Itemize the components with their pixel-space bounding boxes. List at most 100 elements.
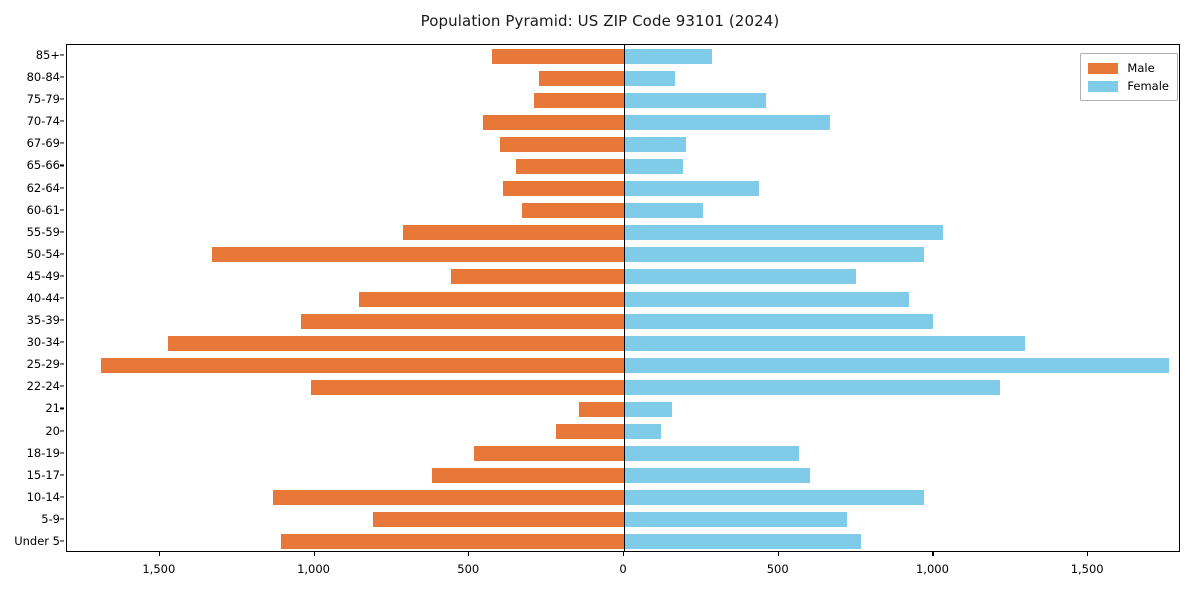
y-axis-tick-label: 65-66 (26, 158, 60, 173)
bar-male (373, 512, 624, 528)
bar-female (624, 534, 861, 550)
bar-female (624, 92, 767, 108)
y-axis-tick-label: 62-64 (26, 180, 60, 195)
x-axis-tick-label: 1,000 (297, 562, 331, 576)
bar-male (500, 136, 624, 152)
y-axis-tick-label: 45-49 (26, 268, 60, 283)
bar-male (450, 269, 624, 285)
legend-swatch (1088, 80, 1119, 92)
y-axis-tick-mark (60, 120, 64, 122)
y-axis-tick-label: Under 5 (14, 533, 60, 548)
x-axis-tick-label: 500 (766, 562, 789, 576)
x-axis-tick-label: 1,000 (915, 562, 949, 576)
chart-legend: Male Female (1080, 53, 1178, 101)
legend-item-female: Female (1088, 77, 1169, 95)
zero-axis-line (624, 45, 626, 551)
bar-female (624, 357, 1169, 373)
legend-swatch (1088, 62, 1119, 74)
y-axis-tick-mark (60, 275, 64, 277)
y-axis-tick-mark (60, 76, 64, 78)
bar-male (473, 446, 624, 462)
y-axis-tick-mark (60, 209, 64, 211)
y-axis-tick-mark (60, 231, 64, 233)
y-axis-tick-mark (60, 341, 64, 343)
x-axis-tick-mark (932, 552, 934, 556)
y-axis-tick-label: 40-44 (26, 291, 60, 305)
bar-female (624, 335, 1025, 351)
y-axis-tick-mark (60, 253, 64, 255)
y-axis-tick-mark (60, 142, 64, 144)
bar-female (624, 70, 676, 86)
bar-female (624, 424, 661, 440)
y-axis-tick-mark (60, 54, 64, 56)
x-axis-labels: 1,500 1,000 500 0 500 1,000 1,500 (66, 552, 1180, 592)
bar-female (624, 181, 759, 197)
x-axis-tick-mark (777, 552, 779, 556)
y-axis-tick-label: 60-61 (26, 202, 60, 217)
plot-area (66, 44, 1180, 552)
y-axis-tick-mark (60, 98, 64, 100)
bars-layer (67, 45, 1179, 551)
y-axis-tick-label: 35-39 (26, 313, 60, 328)
y-axis-tick-label: 70-74 (26, 114, 60, 129)
legend-item-male: Male (1088, 59, 1169, 77)
bar-male (300, 313, 624, 329)
bar-female (624, 158, 683, 174)
bar-male (503, 181, 624, 197)
chart-title: Population Pyramid: US ZIP Code 93101 (2… (420, 12, 780, 30)
bar-male (492, 48, 624, 64)
y-axis-labels: 85+ 80-84 75-79 70-74 67-69 65-66 62-64 60-61 55… (0, 44, 64, 552)
y-axis-tick-label: 22-24 (26, 379, 60, 394)
y-axis-tick-label: 50-54 (26, 246, 60, 261)
x-axis-tick-label: 1,500 (142, 562, 176, 576)
bar-male (402, 225, 624, 241)
y-axis-tick-label: 80-84 (26, 70, 60, 85)
bar-female (624, 401, 672, 417)
x-axis-tick-label: 500 (457, 562, 480, 576)
bar-male (534, 92, 624, 108)
bar-male (212, 247, 624, 263)
y-axis-tick-label: 21 (45, 401, 60, 416)
y-axis-tick-label: 30-34 (26, 335, 60, 350)
bar-male (359, 291, 624, 307)
bar-male (515, 158, 624, 174)
bar-male (579, 401, 624, 417)
bar-male (432, 468, 624, 484)
y-axis-tick-label: 67-69 (26, 136, 60, 151)
y-axis-tick-mark (60, 474, 64, 476)
y-axis-tick-mark (60, 407, 64, 409)
y-axis-tick-mark (60, 297, 64, 299)
bar-male (272, 490, 624, 506)
y-axis-tick-mark (60, 540, 64, 542)
y-axis-tick-mark (60, 187, 64, 189)
bar-male (555, 424, 624, 440)
bar-male (280, 534, 624, 550)
bar-female (624, 247, 925, 263)
y-axis-tick-label: 18-19 (26, 445, 60, 460)
bar-male (483, 114, 624, 130)
y-axis-tick-mark (60, 452, 64, 454)
bar-female (624, 446, 799, 462)
y-axis-tick-label: 85+ (35, 48, 60, 63)
bar-female (624, 379, 1000, 395)
bar-female (624, 512, 847, 528)
x-axis-tick-mark (1087, 552, 1089, 556)
bar-male (167, 335, 624, 351)
bar-female (624, 114, 830, 130)
x-axis-tick-label: 0 (619, 562, 627, 576)
x-axis-tick-mark (158, 552, 160, 556)
y-axis-tick-label: 5-9 (41, 511, 60, 526)
bar-female (624, 269, 857, 285)
x-axis-tick-label: 1,500 (1070, 562, 1104, 576)
legend-label: Male (1127, 61, 1155, 75)
x-axis-tick-mark (468, 552, 470, 556)
bar-female (624, 225, 943, 241)
x-axis-tick-mark (623, 552, 625, 556)
y-axis-tick-label: 25-29 (26, 357, 60, 372)
y-axis-tick-mark (60, 319, 64, 321)
y-axis-tick-mark (60, 518, 64, 520)
y-axis-tick-mark (60, 496, 64, 498)
bar-female (624, 48, 712, 64)
y-axis-tick-mark (60, 164, 64, 167)
